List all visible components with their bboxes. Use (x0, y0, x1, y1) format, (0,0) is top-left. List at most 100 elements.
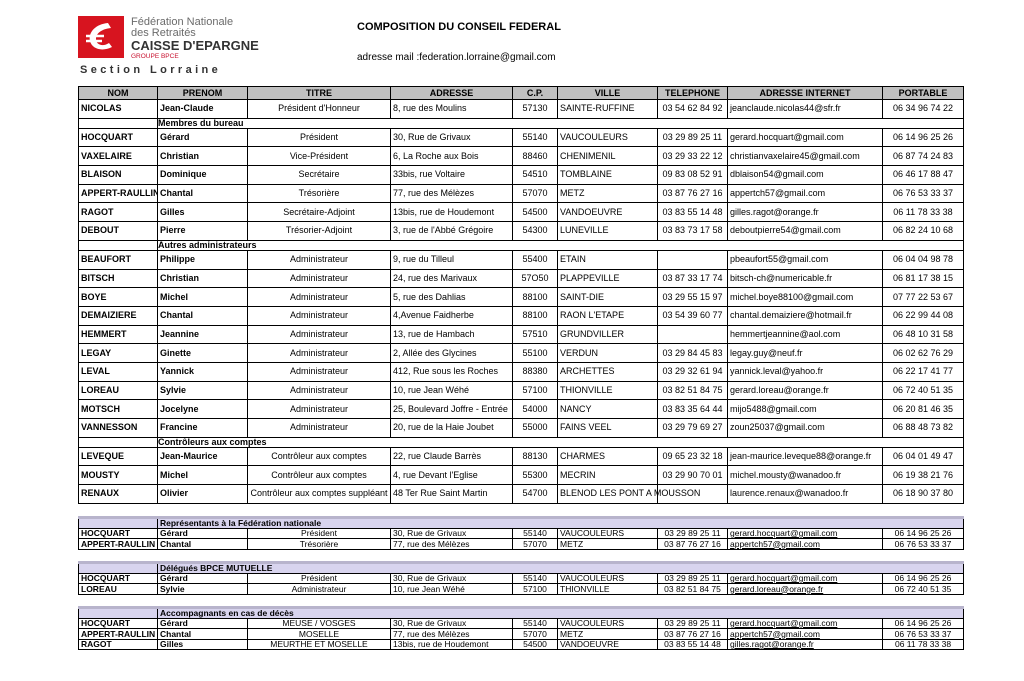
cell-adresse: 13, rue de Hambach (390, 324, 513, 345)
cell-internet: gerard.hocquart@gmail.com (727, 527, 883, 539)
cell-cp: 57070 (512, 538, 558, 550)
cell-prenom: Gilles (157, 638, 248, 650)
cell-prenom: Gérard (157, 572, 248, 584)
cell-telephone: 03 29 90 70 01 (657, 465, 728, 486)
section-spacer (78, 118, 158, 129)
cell-adresse: 77, rue des Mélèzes (390, 628, 513, 640)
cell-titre: Vice-Président (247, 146, 391, 167)
person-row: APPERT-RAULLIN Chantal Trésorière 77, rue d… (78, 538, 965, 550)
person-row: BLAISON Dominique Secrétaire 33bis, rue Vol… (78, 165, 964, 185)
person-row: HOCQUART Gérard Président 30, Rue de Grivau… (78, 527, 965, 539)
cell-adresse: 4, rue Devant l'Eglise (390, 465, 513, 486)
doc-email: adresse mail :federation.lorraine@gmail.… (357, 52, 556, 63)
cell-nom: VANNESSON (78, 418, 158, 438)
cell-internet: gerard.hocquart@gmail.com (727, 572, 883, 584)
cell-portable: 06 82 24 10 68 (882, 221, 964, 241)
cell-prenom: Chantal (157, 183, 248, 204)
cell-cp: 55140 (512, 572, 558, 584)
cell-nom: APPERT-RAULLIN (78, 538, 158, 550)
cell-portable: 06 11 78 33 38 (881, 638, 965, 650)
org-name: Fédération Nationale (131, 16, 234, 28)
cell-telephone: 03 82 51 84 75 (657, 583, 728, 595)
cell-adresse: 20, rue de la Haie Joubet (390, 418, 513, 438)
cell-prenom: Chantal (157, 538, 248, 550)
cell-internet: gerard.hocquart@gmail.com (727, 617, 883, 629)
section-label: Membres du bureau (157, 118, 964, 129)
cell-cp: 54700 (512, 484, 558, 504)
person-row: MOUSTY Michel Contrôleur aux comptes 4, rue… (78, 465, 964, 486)
org-name: des Retraités (131, 27, 196, 39)
cell-titre: Contrôleur aux comptes (247, 465, 391, 486)
person-row: HEMMERT Jeannine Administrateur 13, rue de … (78, 324, 964, 345)
cell-adresse: 3, rue de l'Abbé Grégoire (390, 221, 513, 241)
cell-cp: 55140 (512, 617, 558, 629)
council-table: NOM PRENOM TITRE ADRESSE C.P. VILLE TELEPHONE A… (78, 86, 964, 504)
doc-title: COMPOSITION DU CONSEIL FEDERAL (357, 21, 561, 33)
cell-cp: 55140 (512, 127, 558, 148)
cell-ville: VAUCOULEURS (557, 617, 658, 629)
person-row: RENAUX Olivier Contrôleur aux comptes supp… (78, 484, 964, 504)
cell-internet: appertch57@gmail.com (727, 183, 883, 204)
person-row: LEVEQUE Jean-Maurice Contrôleur aux compte… (78, 446, 964, 467)
person-row: LEVAL Yannick Administrateur 412, Rue sous … (78, 361, 964, 382)
cell-nom: DEBOUT (78, 221, 158, 241)
cell-nom: HOCQUART (78, 527, 158, 539)
cell-nom: BEAUFORT (78, 249, 158, 270)
person-row: DEBOUT Pierre Trésorier-Adjoint 3, rue de l… (78, 221, 964, 241)
person-row: HOCQUART Gérard Président 30, Rue de Grivau… (78, 572, 965, 584)
cell-internet: appertch57@gmail.com (727, 628, 883, 640)
cell-portable: 06 14 96 25 26 (881, 572, 965, 584)
cell-ville: PLAPPEVILLE (557, 268, 658, 289)
cell-telephone: 03 29 32 61 94 (657, 361, 728, 382)
cell-telephone: 03 54 62 84 92 (657, 99, 728, 119)
cell-titre: Administrateur (247, 418, 391, 438)
delegation-table: Représentants à la Fédération nationale H… (78, 516, 965, 550)
column-header: PORTABLE (882, 86, 964, 100)
cell-ville: METZ (557, 538, 658, 550)
cell-ville: SAINT-DIE (557, 287, 658, 307)
delegation-body: Accompagnants en cas de décès HOCQUART Gér… (78, 606, 965, 650)
cell-nom: DEMAIZIERE (78, 305, 158, 326)
cell-adresse: 13bis, rue de Houdemont (390, 202, 513, 223)
cell-internet: gerard.hocquart@gmail.com (727, 127, 883, 148)
cell-adresse: 9, rue du Tilleul (390, 249, 513, 270)
delegation-table: Délégués BPCE MUTUELLE HOCQUART Gérard Prés… (78, 561, 965, 595)
cell-ville: CHENIMENIL (557, 146, 658, 167)
cell-portable: 06 11 78 33 38 (882, 202, 964, 223)
cell-ville: CHARMES (557, 446, 658, 467)
cell-ville: VAUCOULEURS (557, 572, 658, 584)
cell-prenom: Gérard (157, 527, 248, 539)
cell-adresse: 8, rue des Moulins (390, 99, 513, 119)
section-spacer (78, 240, 158, 251)
cell-titre: MEUSE / VOSGES (247, 617, 391, 629)
cell-nom: LOREAU (78, 583, 158, 595)
cell-prenom: Olivier (157, 484, 248, 504)
cell-internet: gilles.ragot@orange.fr (727, 202, 883, 223)
person-row: DEMAIZIERE Chantal Administrateur 4,Avenue … (78, 305, 964, 326)
cell-cp: 54500 (512, 638, 558, 650)
cell-cp: 54000 (512, 399, 558, 419)
section-label: Contrôleurs aux comptes (157, 437, 964, 448)
cell-nom: RENAUX (78, 484, 158, 504)
cell-telephone: 03 29 89 25 11 (657, 572, 728, 584)
cell-ville: VAUCOULEURS (557, 127, 658, 148)
cell-prenom: Jean-Claude (157, 99, 248, 119)
cell-prenom: Jeannine (157, 324, 248, 345)
cell-nom: HOCQUART (78, 572, 158, 584)
column-header: ADRESSE INTERNET (727, 86, 883, 100)
section-label: Accompagnants en cas de décès (156, 606, 965, 619)
cell-prenom: Gilles (157, 202, 248, 223)
cell-internet: jeanclaude.nicolas44@sfr.fr (727, 99, 883, 119)
person-row: RAGOT Gilles MEURTHE ET MOSELLE 13bis, rue … (78, 638, 965, 650)
person-row: BITSCH Christian Administrateur 24, rue des… (78, 268, 964, 289)
person-row: MOTSCH Jocelyne Administrateur 25, Boulevar… (78, 399, 964, 419)
cell-nom: APPERT-RAULLIN (78, 628, 158, 640)
cell-cp: 54300 (512, 221, 558, 241)
cell-nom: VAXELAIRE (78, 146, 158, 167)
cell-internet: appertch57@gmail.com (727, 538, 883, 550)
cell-portable: 06 76 53 33 37 (881, 628, 965, 640)
cell-internet: michel.boye88100@gmail.com (727, 287, 883, 307)
cell-cp: 55140 (512, 527, 558, 539)
cell-nom: LEGAY (78, 343, 158, 363)
